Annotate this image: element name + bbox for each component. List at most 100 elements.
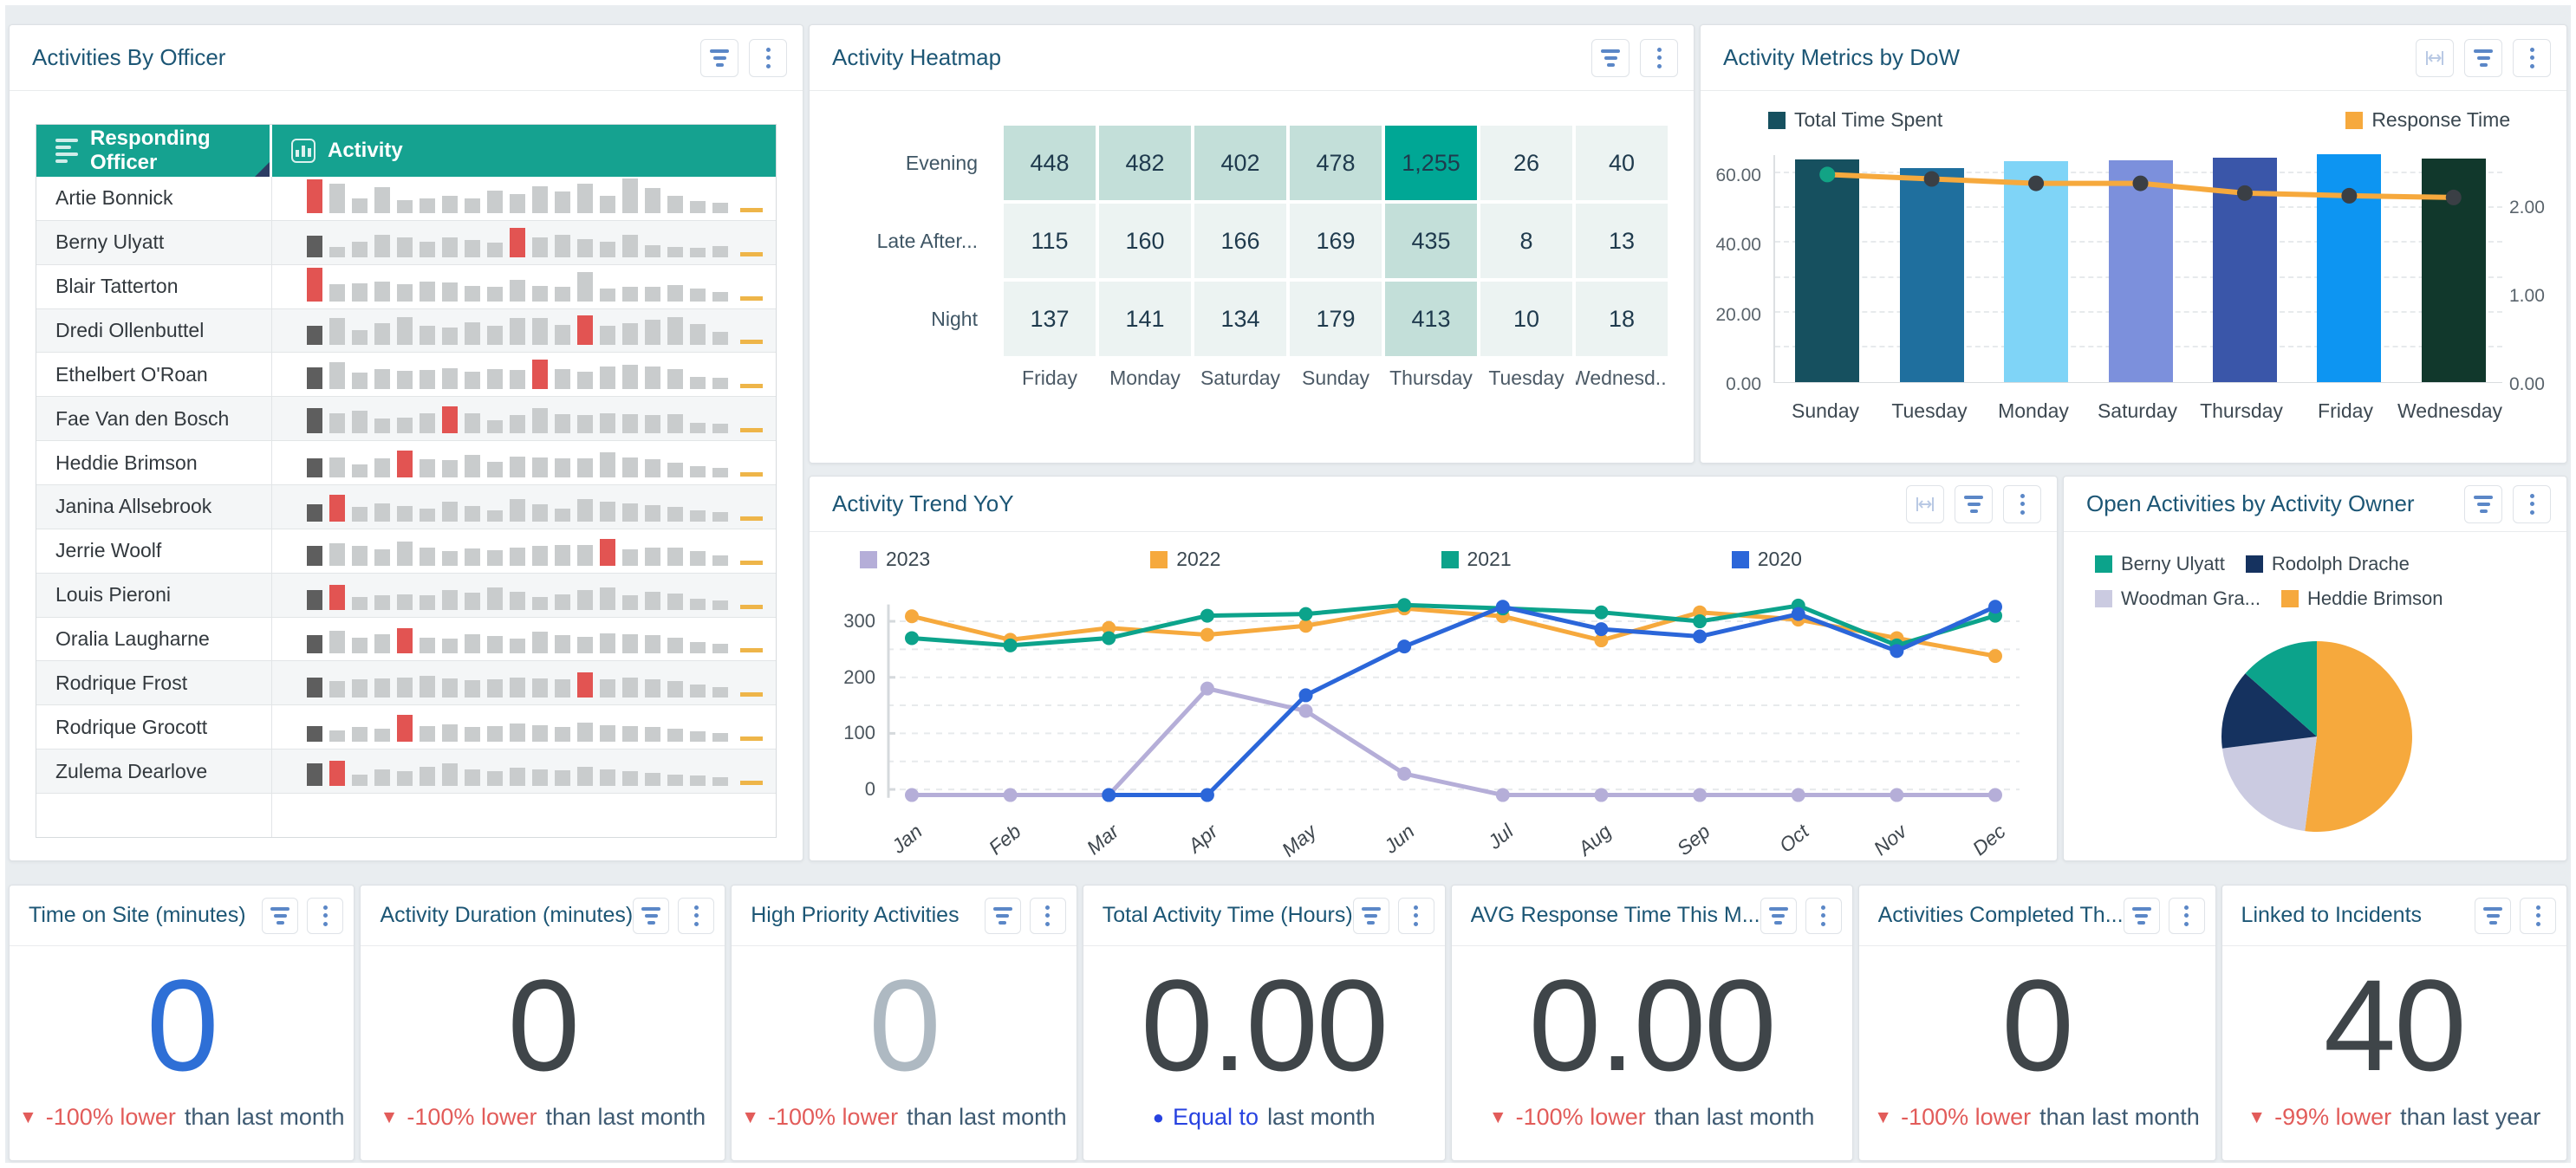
line-point-2021[interactable] [1397, 598, 1412, 613]
filter-button[interactable] [984, 897, 1021, 934]
heatmap-cell[interactable]: 115 [1004, 204, 1096, 278]
legend-item[interactable]: Heddie Brimson [2281, 587, 2443, 610]
line-point-2023[interactable] [1988, 788, 2002, 802]
pie-slice-heddie-brimson[interactable] [2305, 641, 2412, 832]
kebab-menu-button[interactable] [678, 897, 715, 934]
legend-item[interactable]: Rodolph Drache [2245, 553, 2410, 575]
pie-slice-rodolph-drache[interactable] [2221, 673, 2317, 749]
filter-button[interactable] [700, 38, 738, 77]
line-point[interactable] [2028, 175, 2045, 191]
line-point-2021[interactable] [905, 631, 919, 646]
line-point-2022[interactable] [1102, 620, 1116, 635]
kebab-menu-button[interactable] [1805, 897, 1842, 934]
table-row[interactable]: Fae Van den Bosch [36, 397, 776, 442]
line-point-2023[interactable] [905, 788, 919, 802]
kebab-menu-button[interactable] [1029, 897, 1066, 934]
kebab-menu-button[interactable] [1640, 38, 1678, 77]
heatmap-cell[interactable]: 10 [1480, 282, 1572, 356]
table-row[interactable]: Janina Allsebrook [36, 485, 776, 529]
filter-button[interactable] [2464, 484, 2502, 523]
line-point-2023[interactable] [1791, 788, 1805, 802]
filter-button[interactable] [1955, 484, 1993, 523]
heatmap-cell[interactable]: 160 [1099, 204, 1191, 278]
filter-button[interactable] [2475, 897, 2512, 934]
table-row[interactable]: Zulema Dearlove [36, 749, 776, 795]
kebab-menu-button[interactable] [749, 38, 787, 77]
line-point[interactable] [2132, 175, 2149, 191]
line-point[interactable] [2341, 187, 2358, 204]
line-point-2023[interactable] [1298, 704, 1313, 718]
line-point-2023[interactable] [1594, 788, 1609, 802]
line-point[interactable] [1923, 171, 1940, 187]
line-point[interactable] [1819, 166, 1836, 183]
heatmap-cell[interactable]: 478 [1290, 126, 1382, 200]
line-point-2023[interactable] [1890, 788, 1904, 802]
column-header-activity[interactable]: Activity [272, 125, 776, 177]
heatmap-cell[interactable]: 413 [1385, 282, 1477, 356]
filter-button[interactable] [262, 897, 299, 934]
table-row[interactable]: Rodrique Frost [36, 661, 776, 706]
table-row[interactable]: Rodrique Grocott [36, 705, 776, 750]
heatmap-cell[interactable]: 13 [1576, 204, 1668, 278]
bar-tuesday[interactable] [1899, 168, 1964, 382]
line-point-2020[interactable] [1693, 629, 1708, 644]
heatmap-cell[interactable]: 40 [1576, 126, 1668, 200]
line-point-2020[interactable] [1102, 788, 1116, 802]
bar-sunday[interactable] [1795, 159, 1860, 382]
kebab-menu-button[interactable] [2513, 38, 2551, 77]
heatmap-cell[interactable]: 134 [1194, 282, 1286, 356]
heatmap-cell[interactable]: 169 [1290, 204, 1382, 278]
line-point-2020[interactable] [1594, 622, 1609, 637]
table-row[interactable]: Blair Tatterton [36, 264, 776, 309]
line-point-2022[interactable] [1298, 619, 1313, 633]
heatmap-cell[interactable]: 26 [1480, 126, 1572, 200]
heatmap-cell[interactable]: 8 [1480, 204, 1572, 278]
heatmap-cell[interactable]: 179 [1290, 282, 1382, 356]
kebab-menu-button[interactable] [2168, 897, 2205, 934]
line-point-2020[interactable] [1397, 639, 1412, 654]
filter-button[interactable] [633, 897, 670, 934]
legend-item[interactable]: 2021 [1441, 548, 1732, 571]
line-point-2023[interactable] [1200, 681, 1214, 696]
line-point-2023[interactable] [1397, 766, 1412, 781]
line-point-2021[interactable] [1693, 614, 1708, 629]
line-point-2021[interactable] [1200, 608, 1214, 623]
line-point[interactable] [2445, 189, 2462, 205]
filter-button[interactable] [1352, 897, 1389, 934]
heatmap-cell[interactable]: 141 [1099, 282, 1191, 356]
table-row[interactable]: Ethelbert O'Roan [36, 353, 776, 398]
bar-monday[interactable] [2004, 161, 2069, 382]
pie-slice-berny-ulyatt[interactable] [2245, 641, 2317, 736]
heatmap-cell[interactable]: 448 [1004, 126, 1096, 200]
legend-item[interactable]: 2023 [860, 548, 1150, 571]
line-point-2020[interactable] [1200, 788, 1214, 802]
kebab-menu-button[interactable] [307, 897, 344, 934]
bar-saturday[interactable] [2108, 159, 2173, 382]
line-point-2021[interactable] [1298, 607, 1313, 621]
table-row[interactable]: Dredi Ollenbuttel [36, 308, 776, 354]
heatmap-cell[interactable]: 166 [1194, 204, 1286, 278]
filter-button[interactable] [1591, 38, 1630, 77]
line-point-2021[interactable] [1594, 605, 1609, 620]
line-point-2020[interactable] [1890, 644, 1904, 659]
filter-button[interactable] [2123, 897, 2160, 934]
table-row[interactable] [36, 794, 776, 837]
fit-width-button[interactable] [1906, 484, 1944, 523]
heatmap-cell[interactable]: 137 [1004, 282, 1096, 356]
table-row[interactable]: Jerrie Woolf [36, 529, 776, 574]
table-row[interactable]: Oralia Laugharne [36, 617, 776, 662]
filter-button[interactable] [1760, 897, 1797, 934]
line-point-2023[interactable] [1495, 788, 1510, 802]
line-point-2021[interactable] [1102, 631, 1116, 646]
filter-button[interactable] [2464, 38, 2502, 77]
line-point-2020[interactable] [1495, 600, 1510, 614]
line-point-2022[interactable] [1988, 649, 2002, 664]
line-point-2022[interactable] [1200, 627, 1214, 642]
line-point-2022[interactable] [905, 609, 919, 624]
kebab-menu-button[interactable] [2520, 897, 2557, 934]
pie-slice-woodman-gra-[interactable] [2221, 736, 2317, 832]
heatmap-cell[interactable]: 18 [1576, 282, 1668, 356]
line-point-2021[interactable] [1003, 638, 1018, 652]
legend-item[interactable]: 2020 [1731, 548, 2022, 571]
table-row[interactable]: Berny Ulyatt [36, 220, 776, 265]
